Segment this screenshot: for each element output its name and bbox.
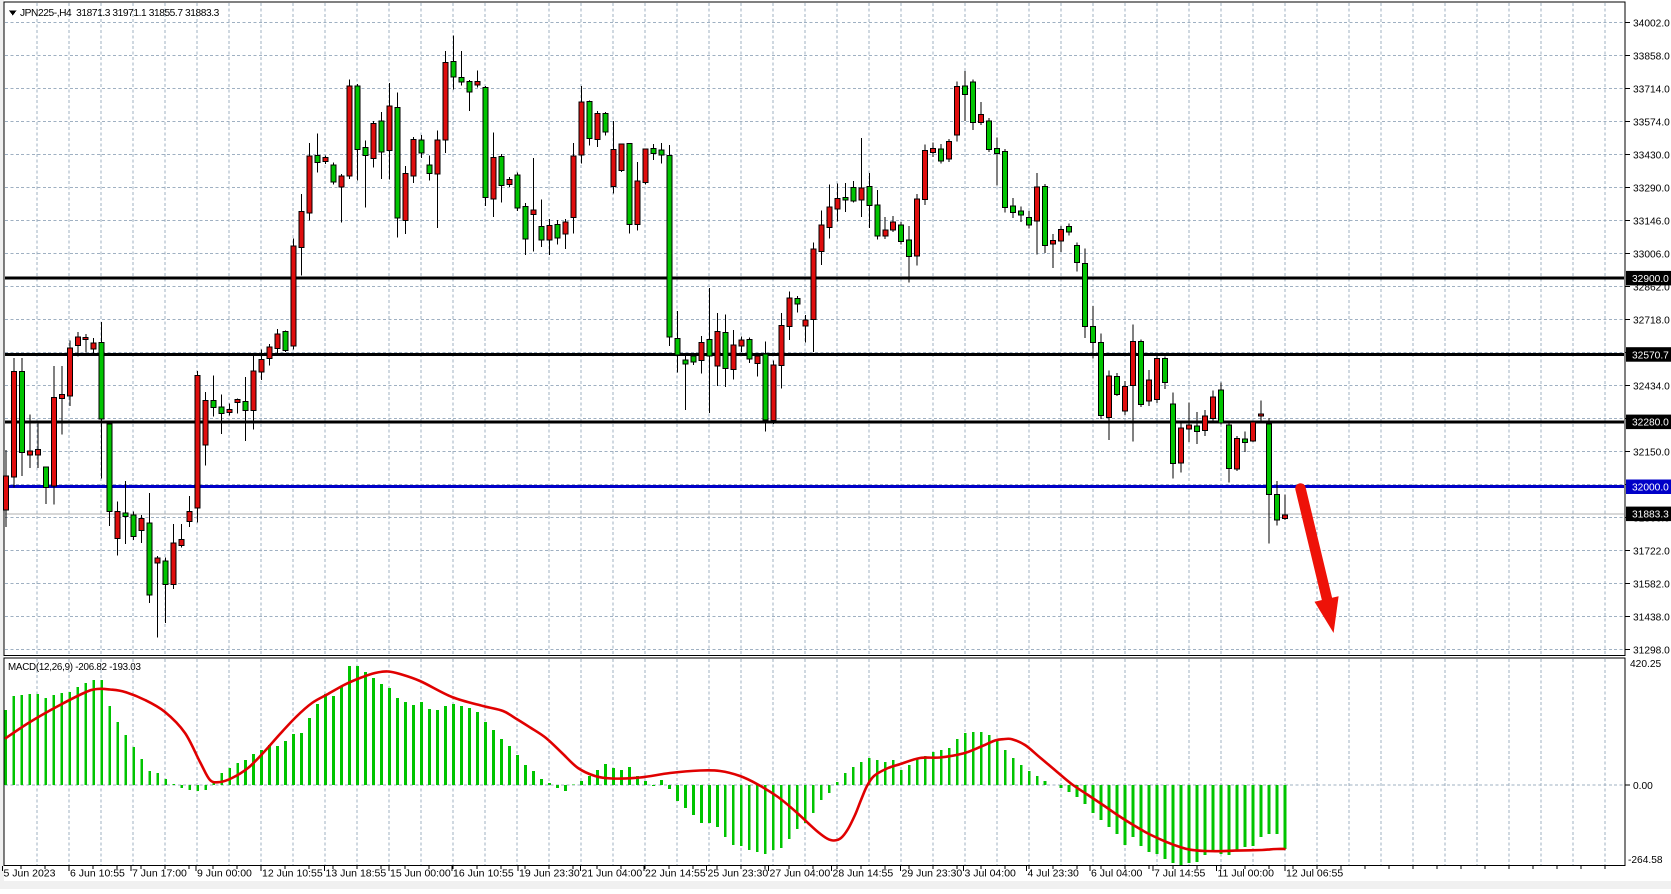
svg-text:MACD(12,26,9) -206.82 -193.03: MACD(12,26,9) -206.82 -193.03 xyxy=(8,662,142,673)
svg-text:-264.58: -264.58 xyxy=(1628,855,1663,866)
svg-text:21 Jun 04:00: 21 Jun 04:00 xyxy=(582,868,643,880)
svg-text:9 Jun 00:00: 9 Jun 00:00 xyxy=(197,868,252,880)
svg-text:28 Jun 14:55: 28 Jun 14:55 xyxy=(833,868,894,880)
svg-text:31722.0: 31722.0 xyxy=(1633,546,1670,557)
svg-text:31883.3: 31883.3 xyxy=(1632,510,1669,521)
svg-text:33146.0: 33146.0 xyxy=(1633,216,1670,227)
svg-text:11 Jul 00:00: 11 Jul 00:00 xyxy=(1218,868,1275,880)
svg-text:12 Jul 06:55: 12 Jul 06:55 xyxy=(1286,868,1343,880)
svg-text:7 Jul 14:55: 7 Jul 14:55 xyxy=(1154,868,1206,880)
svg-text:22 Jun 14:55: 22 Jun 14:55 xyxy=(645,868,706,880)
svg-text:33290.0: 33290.0 xyxy=(1633,183,1670,194)
svg-text:12 Jun 10:55: 12 Jun 10:55 xyxy=(262,868,323,880)
svg-text:16 Jun 10:55: 16 Jun 10:55 xyxy=(453,868,514,880)
svg-text:33714.0: 33714.0 xyxy=(1633,84,1670,95)
svg-text:32900.0: 32900.0 xyxy=(1632,274,1669,285)
svg-text:32434.0: 32434.0 xyxy=(1633,381,1670,392)
svg-text:15 Jun 00:00: 15 Jun 00:00 xyxy=(390,868,451,880)
svg-text:3 Jul 04:00: 3 Jul 04:00 xyxy=(965,868,1017,880)
svg-text:32570.7: 32570.7 xyxy=(1632,350,1669,361)
svg-text:25 Jun 23:30: 25 Jun 23:30 xyxy=(708,868,769,880)
svg-text:31298.0: 31298.0 xyxy=(1633,645,1670,656)
svg-text:7 Jun 17:00: 7 Jun 17:00 xyxy=(132,868,187,880)
svg-text:19 Jun 23:30: 19 Jun 23:30 xyxy=(519,868,580,880)
svg-text:32000.0: 32000.0 xyxy=(1632,483,1669,494)
svg-text:6 Jul 04:00: 6 Jul 04:00 xyxy=(1091,868,1143,880)
svg-text:32280.0: 32280.0 xyxy=(1632,418,1669,429)
svg-text:420.25: 420.25 xyxy=(1630,659,1661,670)
svg-text:6 Jun 10:55: 6 Jun 10:55 xyxy=(70,868,125,880)
svg-text:34002.0: 34002.0 xyxy=(1633,18,1670,29)
svg-text:32150.0: 32150.0 xyxy=(1633,447,1670,458)
svg-text:33574.0: 33574.0 xyxy=(1633,117,1670,128)
svg-text:33006.0: 33006.0 xyxy=(1633,249,1670,260)
svg-text:27 Jun 04:00: 27 Jun 04:00 xyxy=(770,868,831,880)
svg-text:33858.0: 33858.0 xyxy=(1633,51,1670,62)
svg-text:32862.0: 32862.0 xyxy=(1633,282,1670,293)
svg-text:31582.0: 31582.0 xyxy=(1633,579,1670,590)
svg-text:33430.0: 33430.0 xyxy=(1633,150,1670,161)
svg-text:13 Jun 18:55: 13 Jun 18:55 xyxy=(326,868,387,880)
svg-text:4 Jul 23:30: 4 Jul 23:30 xyxy=(1028,868,1080,880)
svg-text:32718.0: 32718.0 xyxy=(1633,315,1670,326)
svg-text:29 Jun 23:30: 29 Jun 23:30 xyxy=(902,868,963,880)
svg-text:0.00: 0.00 xyxy=(1633,781,1653,792)
svg-text:JPN225-,H4 31871.3 31971.1 31: JPN225-,H4 31871.3 31971.1 31855.7 31883… xyxy=(20,8,220,19)
svg-text:5 Jun 2023: 5 Jun 2023 xyxy=(4,868,56,880)
svg-text:31438.0: 31438.0 xyxy=(1633,612,1670,623)
